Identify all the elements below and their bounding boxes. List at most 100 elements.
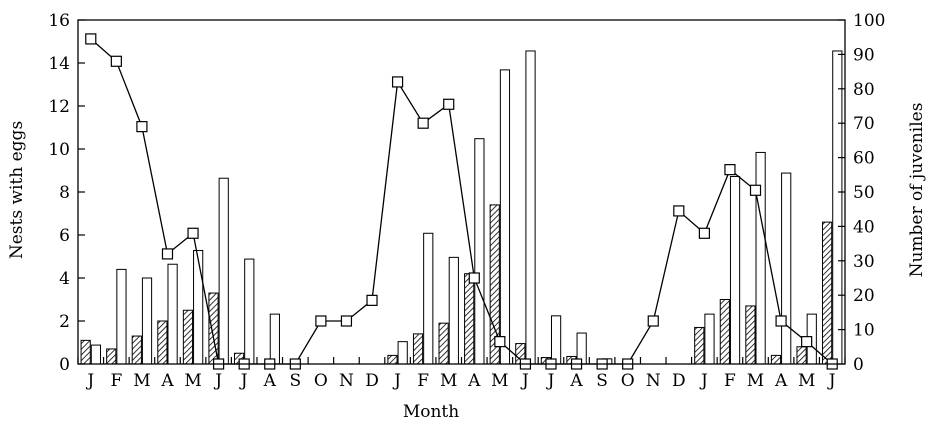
x-tick-label: M <box>133 371 150 391</box>
line-point <box>136 121 148 133</box>
juveniles-bar <box>755 151 766 365</box>
line-point <box>315 315 327 327</box>
nests-bar <box>182 309 194 365</box>
x-tick-label: A <box>263 371 277 391</box>
line-point <box>801 336 813 348</box>
juveniles-bar <box>832 50 843 365</box>
left-tick-label: 6 <box>59 226 70 246</box>
line-point <box>443 98 455 110</box>
x-tick-label: D <box>672 371 686 391</box>
x-tick-label: J <box>699 371 708 391</box>
juveniles-bar <box>90 344 101 365</box>
series-line <box>90 38 833 365</box>
x-tick-label: M <box>440 371 457 391</box>
juveniles-bar <box>423 232 434 365</box>
line-point <box>775 315 787 327</box>
right-tick-label: 40 <box>853 217 875 237</box>
line-point <box>724 164 736 176</box>
left-tick-label: 12 <box>48 97 70 117</box>
nests-bar <box>412 333 424 365</box>
x-tick-label: M <box>798 371 815 391</box>
x-tick-label: M <box>491 371 508 391</box>
line-point <box>187 227 199 239</box>
line-point <box>366 294 378 306</box>
line-point <box>340 315 353 327</box>
right-tick-label: 0 <box>853 355 864 375</box>
x-tick-label: M <box>184 371 201 391</box>
nests-bar <box>106 348 117 365</box>
left-tick-label: 14 <box>48 54 70 74</box>
nests-bar <box>770 354 782 365</box>
x-tick-label: J <box>392 371 401 391</box>
x-tick-label: F <box>110 371 122 391</box>
juveniles-bar <box>781 172 792 365</box>
line-point <box>391 76 404 88</box>
juveniles-bar <box>704 313 715 365</box>
x-tick-label: F <box>724 371 736 391</box>
nests-bar <box>745 305 756 365</box>
x-tick-label: J <box>213 371 222 391</box>
nests-bar <box>438 322 449 365</box>
nests-bar <box>387 354 398 365</box>
juveniles-bar <box>116 268 127 365</box>
x-tick-label: S <box>289 371 301 391</box>
right-tick-label: 100 <box>853 11 885 31</box>
nests-bar <box>719 299 730 365</box>
x-tick-label: N <box>646 371 661 391</box>
juveniles-bar <box>167 263 178 365</box>
x-tick-label: J <box>827 371 836 391</box>
juveniles-bar <box>269 313 280 365</box>
right-tick-label: 10 <box>853 321 875 341</box>
nests-bar <box>694 326 705 365</box>
right-tick-label: 70 <box>853 114 875 134</box>
line-point <box>161 248 174 260</box>
x-tick-label: A <box>160 371 174 391</box>
x-tick-label: S <box>596 371 608 391</box>
juveniles-bar <box>448 256 459 365</box>
left-axis-title: Nests with eggs <box>7 121 27 259</box>
x-tick-label: D <box>365 371 379 391</box>
line-point <box>673 205 685 217</box>
juveniles-bar <box>525 50 536 365</box>
x-tick-label: J <box>546 371 555 391</box>
right-tick-label: 30 <box>853 252 875 272</box>
juveniles-bar <box>193 249 204 365</box>
right-tick-label: 60 <box>853 149 875 169</box>
x-tick-label: N <box>339 371 354 391</box>
x-tick-label: J <box>239 371 248 391</box>
x-tick-label: A <box>774 371 788 391</box>
left-tick-label: 16 <box>48 11 70 31</box>
left-tick-label: 0 <box>59 355 70 375</box>
x-tick-label: A <box>569 371 583 391</box>
nests-bar <box>157 320 168 365</box>
x-tick-label: A <box>467 371 481 391</box>
right-tick-label: 90 <box>853 45 875 65</box>
juveniles-bar <box>218 177 229 365</box>
juveniles-bar <box>397 341 408 365</box>
juveniles-bar <box>141 277 153 365</box>
line-point <box>85 33 97 45</box>
x-tick-label: J <box>85 371 94 391</box>
line-point <box>698 227 710 239</box>
juveniles-bar <box>729 176 741 365</box>
x-tick-label: O <box>621 371 635 391</box>
bars-layer <box>80 50 843 365</box>
right-axis-title: Number of juveniles <box>907 103 927 278</box>
juveniles-bar <box>550 315 562 365</box>
left-tick-label: 10 <box>48 140 70 160</box>
x-tick-label: J <box>520 371 529 391</box>
left-tick-label: 2 <box>59 312 70 332</box>
left-tick-label: 4 <box>59 269 70 289</box>
juveniles-bar <box>474 138 485 365</box>
line-point <box>468 272 480 284</box>
line-point <box>494 336 506 348</box>
x-axis-title: Month <box>403 402 459 422</box>
right-tick-label: 20 <box>853 286 875 306</box>
line-point <box>417 117 429 129</box>
line-point <box>110 55 122 67</box>
nests-bar <box>796 346 807 365</box>
line-point <box>749 184 762 196</box>
